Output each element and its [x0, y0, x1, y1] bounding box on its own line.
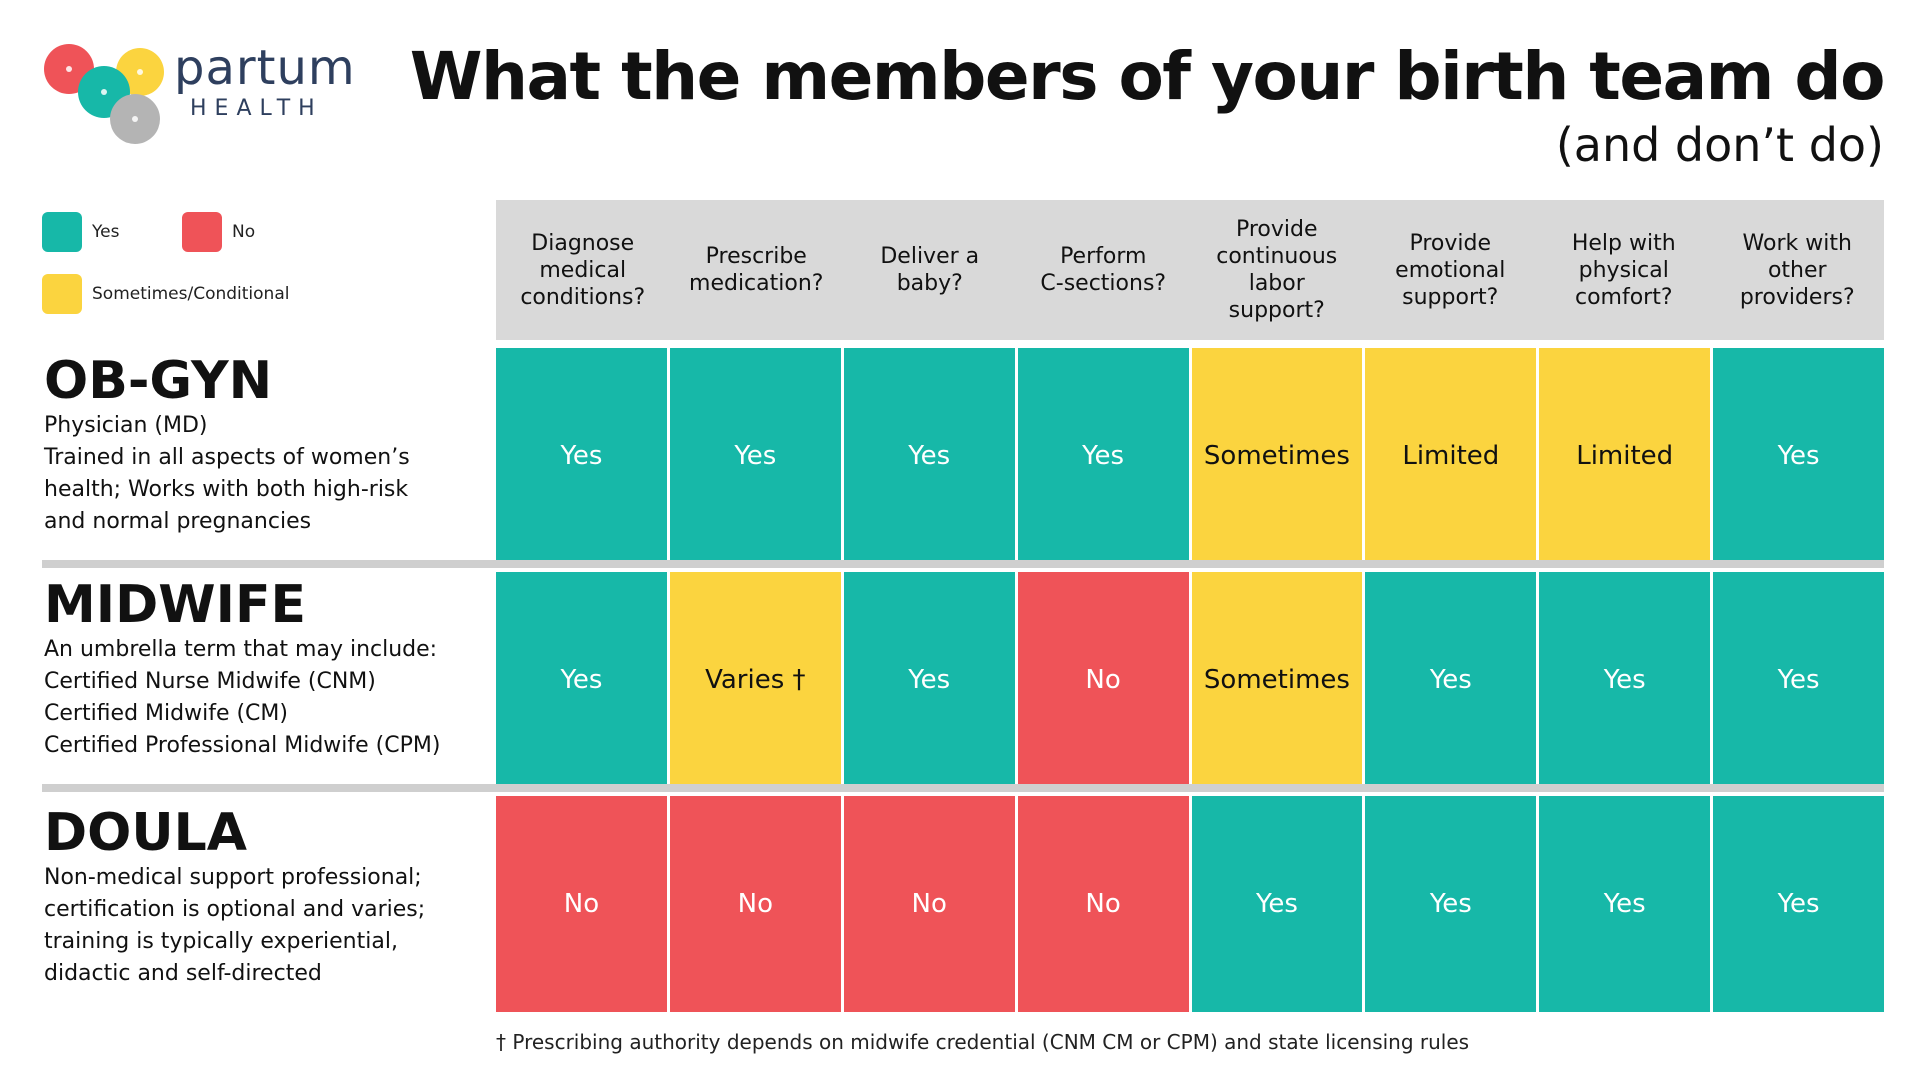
role-description-line: An umbrella term that may include:: [44, 637, 438, 662]
table-cell: Varies †: [669, 572, 844, 788]
role-obgyn: OB-GYN Physician (MD) Trained in all asp…: [44, 352, 484, 538]
role-name: OB-GYN: [44, 351, 273, 411]
table-header-row: Diagnose medical conditions? Prescribe m…: [496, 200, 1884, 340]
footnote: † Prescribing authority depends on midwi…: [496, 1030, 1470, 1054]
role-description-line: Trained in all aspects of women’s: [44, 445, 410, 470]
role-description-line: training is typically experiential,: [44, 929, 398, 954]
table-cell: Yes: [496, 572, 670, 788]
role-description-line: Physician (MD): [44, 413, 208, 438]
page-subtitle: (and don’t do): [1555, 118, 1884, 172]
table-cell: No: [496, 796, 670, 1012]
column-header: Provide emotional support?: [1395, 230, 1506, 310]
role-description-line: certification is optional and varies;: [44, 897, 426, 922]
column-header: Perform C-sections?: [1040, 244, 1167, 296]
table-cell: No: [1017, 796, 1192, 1012]
legend-label-yes: Yes: [92, 222, 120, 242]
legend-item-yes: Yes: [42, 212, 119, 252]
role-name: DOULA: [44, 803, 247, 863]
role-description-line: health; Works with both high-risk: [44, 477, 409, 502]
table-cell: Limited: [1365, 348, 1540, 564]
legend-swatch-yes: [42, 212, 82, 252]
comparison-table: Diagnose medical conditions? Prescribe m…: [496, 200, 1884, 1012]
table-cell: Yes: [1539, 796, 1714, 1012]
table-cell: Yes: [1713, 796, 1884, 1012]
column-header: Work with other providers?: [1739, 230, 1855, 310]
role-description-line: Non-medical support professional;: [44, 865, 422, 890]
table-cell: Yes: [669, 348, 844, 564]
column-header: Prescribe medication?: [689, 244, 824, 296]
logo-gray-circle-icon: [110, 94, 160, 144]
table-cell: Sometimes: [1191, 572, 1366, 788]
table-cell: Yes: [1017, 348, 1192, 564]
page-title: What the members of your birth team do: [409, 38, 1886, 115]
legend-label-sometimes: Sometimes/Conditional: [92, 284, 290, 304]
role-name: MIDWIFE: [44, 575, 307, 635]
table-cell: No: [1017, 572, 1192, 788]
row-divider: [42, 784, 1884, 792]
logo-subtitle: HEALTH: [190, 96, 323, 121]
role-doula: DOULA Non-medical support professional; …: [44, 804, 484, 990]
table-cell: Yes: [843, 572, 1018, 788]
row-divider: [42, 560, 1884, 568]
table-row-midwife: Yes Varies † Yes No Sometimes Yes Yes Ye…: [496, 572, 1884, 788]
role-description-line: and normal pregnancies: [44, 509, 312, 534]
legend-swatch-no: [182, 212, 222, 252]
legend-swatch-sometimes: [42, 274, 82, 314]
partum-health-logo: partum HEALTH: [40, 40, 360, 150]
role-description-line: Certified Nurse Midwife (CNM): [44, 669, 376, 694]
table-cell: Yes: [843, 348, 1018, 564]
table-cell: Yes: [1713, 348, 1884, 564]
logo-red-circle-icon: [44, 44, 94, 94]
table-row-doula: No No No No Yes Yes Yes Yes: [496, 796, 1884, 1012]
table-cell: Yes: [1539, 572, 1714, 788]
column-header: Help with physical comfort?: [1571, 230, 1676, 310]
role-description-line: didactic and self-directed: [44, 961, 322, 986]
table-cell: Yes: [1713, 572, 1884, 788]
table-cell: Limited: [1539, 348, 1714, 564]
table-cell: No: [843, 796, 1018, 1012]
legend: Yes No Sometimes/Conditional: [42, 212, 462, 322]
table-cell: Sometimes: [1191, 348, 1366, 564]
table-row-obgyn: Yes Yes Yes Yes Sometimes Limited Limite…: [496, 348, 1884, 564]
legend-label-no: No: [232, 222, 256, 242]
table-cell: Yes: [1365, 572, 1540, 788]
table-cell: Yes: [1365, 796, 1540, 1012]
column-header: Deliver a baby?: [880, 244, 980, 296]
column-header: Provide continuous labor support?: [1216, 217, 1338, 323]
table-cell: Yes: [496, 348, 670, 564]
legend-item-sometimes: Sometimes/Conditional: [42, 274, 289, 314]
table-cell: No: [669, 796, 844, 1012]
table-cell: Yes: [1191, 796, 1366, 1012]
logo-wordmark: partum: [174, 40, 356, 96]
column-header: Diagnose medical conditions?: [520, 230, 646, 310]
legend-item-no: No: [182, 212, 255, 252]
role-description-line: Certified Midwife (CM): [44, 701, 288, 726]
role-midwife: MIDWIFE An umbrella term that may includ…: [44, 576, 484, 762]
role-description-line: Certified Professional Midwife (CPM): [44, 733, 441, 758]
